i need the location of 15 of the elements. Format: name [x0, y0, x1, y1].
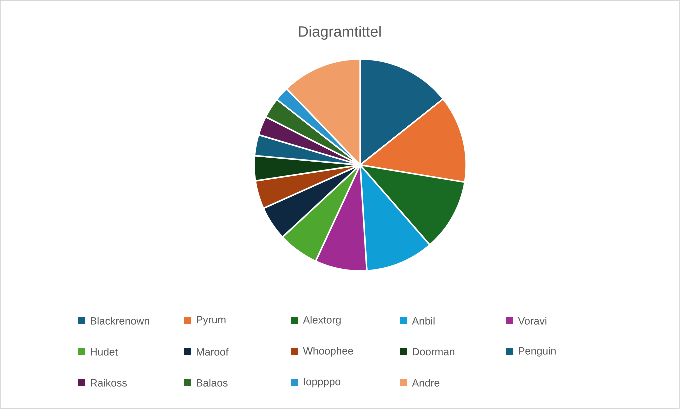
legend-label: Pyrum — [197, 316, 226, 326]
legend-label: Andre — [412, 379, 440, 387]
legend-label: Penguin — [519, 347, 556, 357]
legend-label: Voravi — [518, 317, 547, 325]
legend-label: Maroof — [197, 348, 229, 356]
chart-title: Diagramtittel — [299, 26, 381, 40]
legend-label: Whoophee — [303, 347, 354, 357]
legend-label: Anbil — [412, 317, 435, 325]
legend-label: Raikoss — [91, 379, 128, 387]
legend-label: Ioppppo — [304, 378, 341, 388]
legend-label: Alextorg — [303, 316, 341, 326]
legend-label: Balaos — [197, 379, 228, 387]
legend-label: Hudet — [91, 348, 118, 356]
legend-label: Blackrenown — [91, 317, 150, 325]
legend-label: Doorman — [413, 348, 455, 356]
